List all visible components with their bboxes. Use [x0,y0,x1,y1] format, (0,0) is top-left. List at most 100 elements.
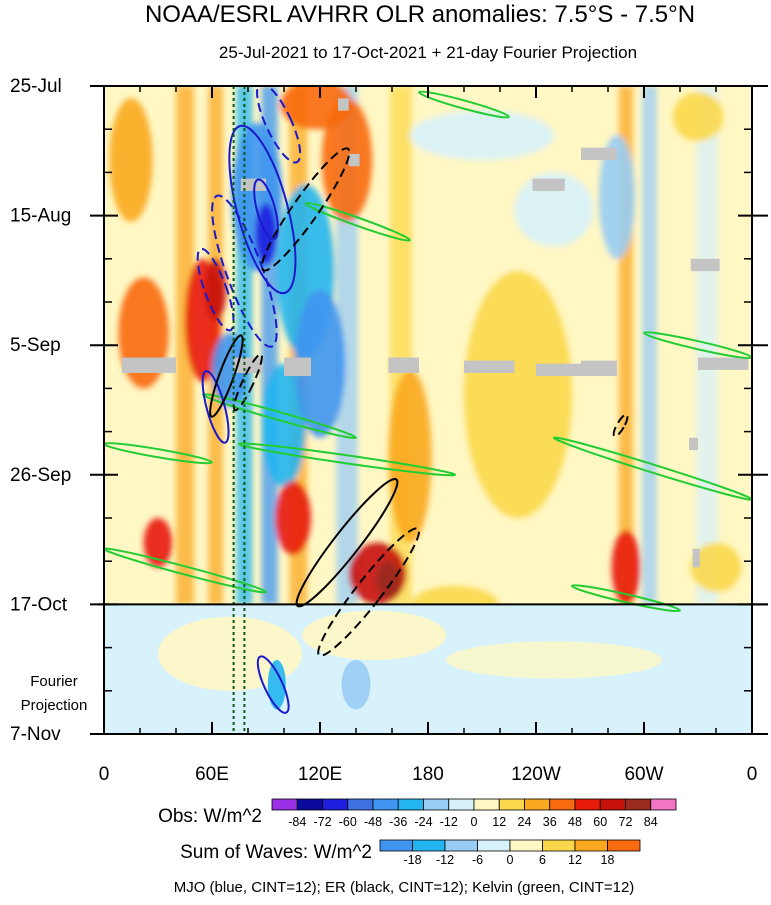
er-contour-2 [233,353,263,412]
obs-colorbar-box-2 [322,798,349,811]
kelvin-contour-1 [304,201,412,242]
obs-colorbar-box-5 [397,798,424,811]
missing-patch-15 [692,548,700,568]
anomaly-blob-18 [464,271,572,518]
missing-patch-1 [233,357,263,373]
obs-colorbar-label-2: -60 [339,815,357,829]
x-tick-label-4: 120W [511,764,561,785]
projection-label-line-2: Projection [21,697,88,714]
reference-longitude-lines [232,86,246,734]
chart-title: NOAA/ESRL AVHRR OLR anomalies: 7.5°S - 7… [145,1,695,28]
mjo-contour-6 [256,655,290,714]
kelvin-contour-4 [237,442,457,477]
obs-colorbar-box-1 [296,798,323,811]
waves-colorbar-label-5: 12 [568,853,582,867]
er-contour-3 [295,477,399,608]
waves-colorbar-label-4: 6 [539,853,546,867]
obs-colorbar-label-13: 72 [619,815,633,829]
missing-patch-12 [581,147,617,161]
anomaly-blob-5 [212,332,248,407]
anomaly-blob-23 [690,542,742,593]
obs-colorbar-box-7 [448,798,475,811]
x-tick-label-2: 120E [298,764,342,785]
obs-colorbar-label-11: 48 [568,815,582,829]
missing-patch-5 [536,363,581,377]
er-contour-5 [612,413,629,438]
anomaly-blob-9 [275,480,311,556]
waves-colorbar-label-1: -12 [436,853,454,867]
plot-area [104,86,752,734]
x-tick-label-3: 180 [412,764,444,785]
obs-colorbar-label-14: 84 [644,815,658,829]
kelvin-contour-8 [570,584,682,613]
kelvin-contour-0 [417,90,511,119]
waves-legend-title: Sum of Waves: W/m^2 [180,842,372,863]
obs-colorbar-box-12 [574,798,601,811]
projection-negative-1 [341,659,371,710]
missing-patch-11 [532,178,565,191]
y-tick-label-5: 7-Nov [10,724,61,745]
waves-colorbar-label-6: 18 [601,853,615,867]
x-tick-label-5: 60W [624,764,663,785]
mjo-contours [196,86,302,714]
er-contours [209,147,629,657]
missing-patch-13 [690,258,720,272]
mjo-contour-4 [256,86,302,164]
mjo-contour-2 [211,194,278,348]
waves-colorbar-box-4 [509,839,543,852]
x-tick-label-0: 0 [99,764,110,785]
kelvin-contour-5 [104,547,268,594]
waves-colorbar-label-0: -18 [403,853,421,867]
obs-colorbar-label-7: 0 [471,815,478,829]
missing-patch-3 [388,357,419,373]
waves-colorbar-box-2 [444,839,478,852]
obs-colorbar-label-5: -24 [414,815,432,829]
obs-colorbar-box-8 [473,798,500,811]
obs-colorbar-label-8: 12 [492,815,506,829]
missing-patch-2 [284,357,311,377]
missing-patch-7 [698,357,749,370]
anomaly-blob-11 [294,289,346,438]
projection-positive-1 [158,616,302,691]
anomaly-blob-17 [410,110,554,161]
obs-colorbar-box-10 [524,798,551,811]
anomaly-band-9 [696,86,718,605]
waves-colorbar: -18 -12 -6 0 6 12 18 [379,839,641,867]
projection-positive-2 [302,610,446,660]
missing-patch-6 [581,360,617,377]
missing-patch-0 [122,357,176,373]
projection-positive-3 [446,641,662,679]
missing-patch-9 [338,98,349,111]
obs-colorbar-box-13 [599,798,626,811]
obs-colorbar-label-12: 60 [593,815,607,829]
x-axis: 0 60E 120E 180 120W 60W 0 [99,86,758,785]
y-axis: 25-Jul 15-Aug 5-Sep 26-Sep 17-Oct 7-Nov [10,76,768,745]
obs-colorbar-box-0 [271,798,298,811]
anomaly-blob-21 [611,530,641,605]
waves-colorbar-box-3 [477,839,511,852]
waves-colorbar-box-5 [542,839,576,852]
obs-colorbar-box-14 [625,798,652,811]
obs-colorbar-label-6: -12 [440,815,458,829]
obs-colorbar-box-11 [549,798,576,811]
anomaly-blob-16 [388,369,432,543]
footer-note: MJO (blue, CINT=12); ER (black, CINT=12)… [174,879,635,896]
obs-colorbar-box-15 [650,798,677,811]
y-tick-label-0: 25-Jul [10,76,62,97]
anomaly-blob-20 [599,135,635,259]
missing-patch-8 [240,178,266,191]
y-tick-label-1: 15-Aug [10,206,71,227]
obs-colorbar-box-4 [372,798,399,811]
anomaly-band-0 [176,86,194,605]
projection-label-line-1: Fourier [30,673,78,690]
obs-colorbar-box-9 [498,798,525,811]
er-contour-1 [209,334,244,418]
mjo-contour-5 [201,370,230,444]
obs-colorbar-label-4: -36 [389,815,407,829]
y-tick-label-2: 5-Sep [10,335,61,356]
mjo-contour-1 [253,178,279,241]
mjo-contour-3 [196,247,235,332]
obs-colorbar: -84 -72 -60 -48 -36 -24 -12 0 12 24 36 48 60 72 84 [271,798,677,829]
x-tick-label-6: 0 [747,764,758,785]
